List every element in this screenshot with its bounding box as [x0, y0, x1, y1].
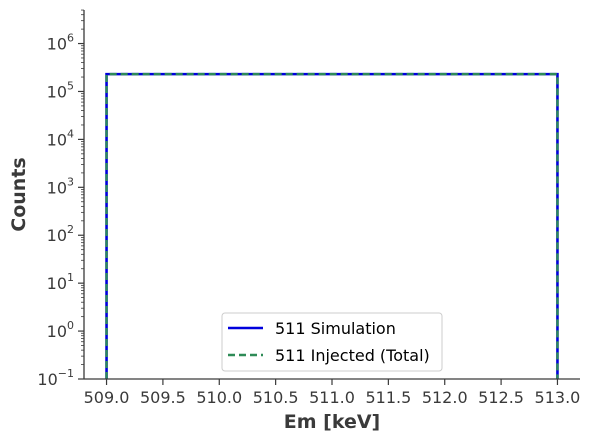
- series-line-injected: [105, 72, 559, 379]
- x-tick-label: 512.0: [422, 388, 468, 407]
- y-tick-label: 106: [47, 32, 74, 54]
- legend-entry-label: 511 Simulation: [275, 319, 396, 338]
- x-tick-label: 509.5: [140, 388, 186, 407]
- y-axis-label: Counts: [8, 157, 30, 231]
- y-tick-label: 10−1: [37, 367, 74, 389]
- legend-box: [221, 312, 443, 372]
- x-ticks: 509.0 509.5 510.0 510.5 511.0 511.5 512.0 512.5…: [84, 379, 581, 407]
- y-tick-label: 105: [47, 79, 74, 101]
- y-tick-label: 100: [47, 319, 74, 341]
- series-layer: [105, 72, 559, 379]
- x-axis-label: Em [keV]: [284, 411, 380, 433]
- x-tick-label: 511.0: [309, 388, 355, 407]
- y-major-ticks: 10−1 100 101 102 103 104 105 106: [37, 32, 84, 389]
- x-tick-label: 510.0: [196, 388, 242, 407]
- y-tick-label: 102: [47, 223, 74, 245]
- x-tick-label: 512.5: [478, 388, 524, 407]
- y-minor-ticks: [81, 9, 84, 365]
- y-tick-label: 103: [47, 175, 74, 197]
- x-tick-label: 511.5: [365, 388, 411, 407]
- y-tick-label: 101: [47, 271, 74, 293]
- x-tick-label: 510.5: [253, 388, 299, 407]
- y-tick-label: 104: [47, 127, 74, 149]
- x-tick-label: 509.0: [84, 388, 130, 407]
- legend-entry-label: 511 Injected (Total): [275, 346, 430, 365]
- x-tick-label: 513.0: [535, 388, 581, 407]
- legend: 511 Simulation 511 Injected (Total): [221, 312, 443, 372]
